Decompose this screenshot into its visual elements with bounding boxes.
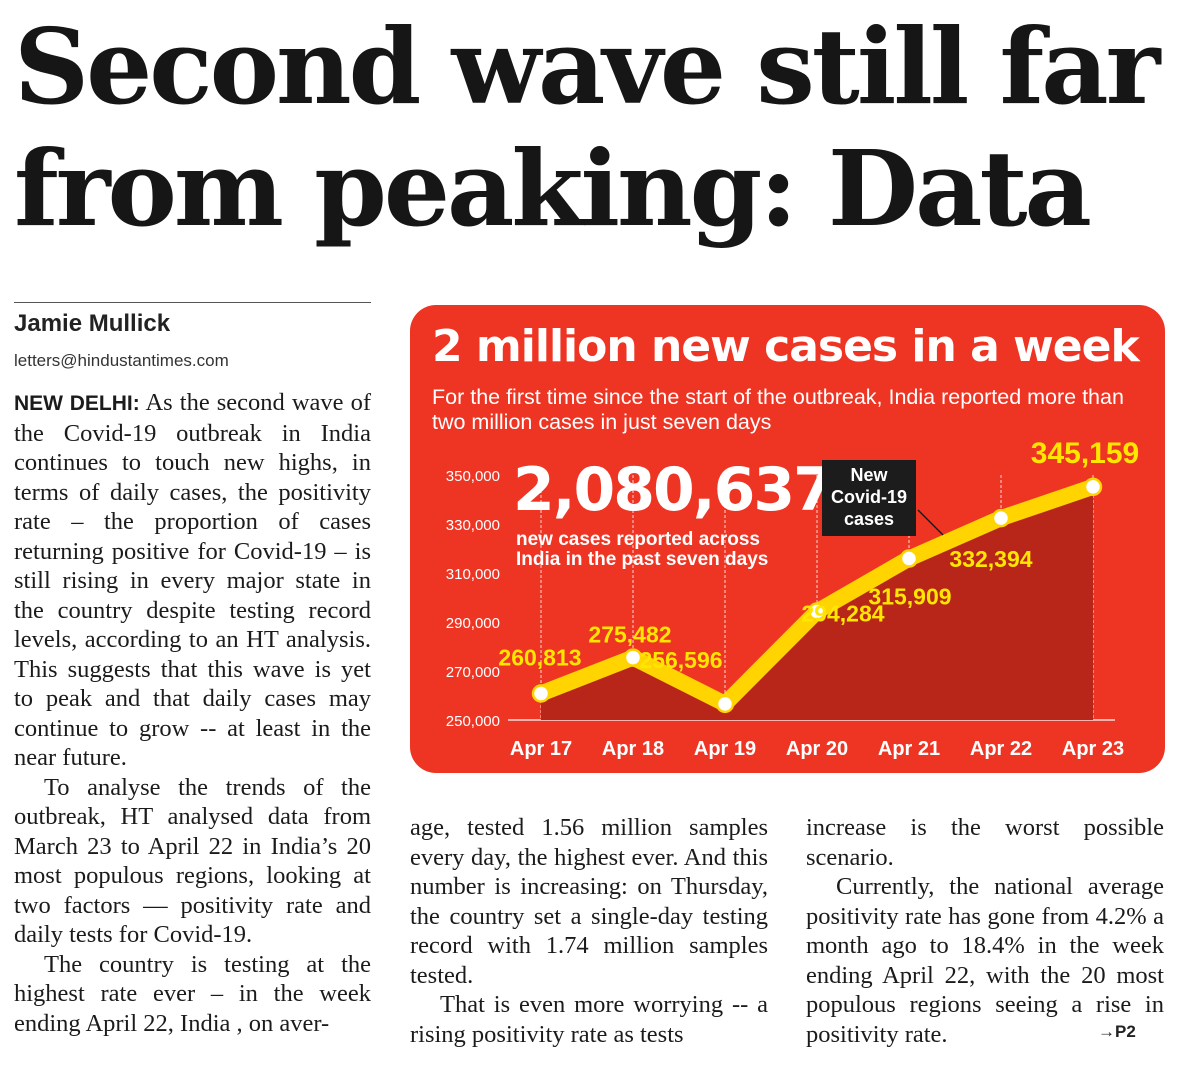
line-chart: 250,000 270,000 290,000 310,000 330,000 350,0… (446, 437, 1139, 760)
data-point (807, 602, 827, 621)
value-label: 294,284 (801, 601, 884, 627)
y-tick-label: 330,000 (446, 517, 500, 534)
value-label: 256,596 (639, 647, 722, 673)
chart-panel: 250,000 270,000 290,000 310,000 330,000 350,0… (410, 305, 1165, 773)
article-column-1: NEW DELHI: As the second wave of the Cov… (14, 388, 371, 1038)
legend-connector (917, 509, 944, 536)
x-tick-label: Apr 21 (878, 738, 940, 760)
chart-title: 2 million new cases in a week (432, 321, 1140, 372)
y-tick-label: 250,000 (446, 713, 500, 730)
paragraph-1-text: As the second wave of the Covid-19 outbr… (14, 389, 372, 771)
article-paragraph-3-end: age, tested 1.56 million samples every d… (410, 814, 768, 989)
x-tick-label: Apr 23 (1062, 738, 1124, 760)
data-point (715, 694, 735, 714)
dateline: NEW DELHI: (14, 392, 140, 415)
y-tick-label: 350,000 (446, 468, 500, 485)
value-label: 275,482 (588, 622, 671, 648)
data-point (991, 508, 1011, 528)
y-tick-label: 310,000 (446, 566, 500, 583)
y-tick-label: 290,000 (446, 615, 500, 632)
value-label: 332,394 (949, 546, 1032, 572)
byline-author: Jamie Mullick (14, 310, 171, 337)
headline: Second wave still far from peaking: Data (14, 5, 1160, 250)
article-column-2: age, tested 1.56 million samples every d… (410, 813, 768, 1049)
chart-subtitle: For the first time since the start of th… (432, 385, 1124, 434)
article-paragraph-4-end: increase is the worst possible scenario. (806, 814, 1164, 871)
value-label: 315,909 (868, 584, 951, 610)
data-point (623, 648, 643, 667)
data-point (1083, 477, 1103, 497)
article-paragraph-1: NEW DELHI: As the second wave of the Cov… (14, 388, 371, 773)
value-label: 345,159 (1031, 437, 1139, 470)
article-paragraph-5: Currently, the national average positivi… (806, 873, 1164, 1048)
highlight-value: 2,080,637 (513, 455, 835, 525)
x-tick-label: Apr 17 (510, 738, 572, 760)
continued-marker: →P2 (1098, 1022, 1136, 1041)
y-tick-label: 270,000 (446, 664, 500, 681)
x-tick-label: Apr 18 (602, 738, 664, 760)
value-label: 260,813 (498, 645, 581, 671)
x-tick-label: Apr 22 (970, 738, 1032, 760)
article-paragraph-4-start: That is even more worrying -- a rising p… (410, 991, 768, 1048)
data-point (899, 549, 919, 568)
article-paragraph-2: To analyse the trends of the outbreak, H… (14, 773, 371, 949)
article-paragraph-3-start: The country is testing at the highest ra… (14, 950, 371, 1037)
legend-label: New Covid-19 cases (822, 460, 916, 536)
byline-divider (14, 302, 371, 303)
x-tick-label: Apr 20 (786, 738, 848, 760)
x-tick-label: Apr 19 (694, 738, 756, 760)
article-column-3: increase is the worst possible scenario.… (806, 813, 1164, 1049)
data-point (531, 684, 551, 703)
byline-email[interactable]: letters@hindustantimes.com (14, 351, 229, 370)
highlight-caption: new cases reported across India in the p… (516, 529, 769, 570)
